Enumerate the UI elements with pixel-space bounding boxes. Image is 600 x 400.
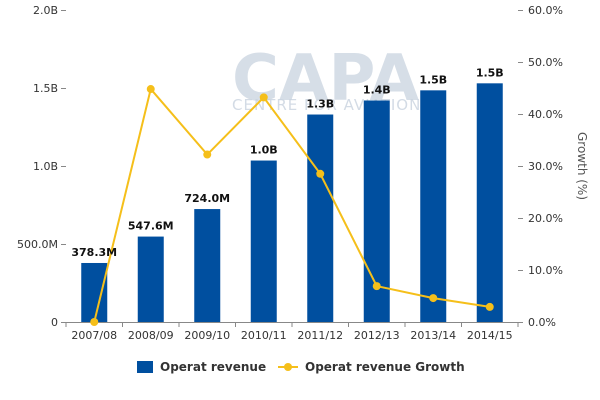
bar: [476, 83, 503, 322]
growth-point: [485, 302, 494, 311]
axes: 2007/08 2008/09 2009/10 2010/11 2011/12 2012/…: [17, 4, 563, 342]
bar-data-label: 1.4B: [363, 83, 391, 96]
bar-data-label: 724.0M: [184, 192, 230, 205]
x-tick-label: 2007/08: [71, 329, 117, 342]
legend-bar-label: Operat revenue: [160, 360, 266, 374]
right-axis-title: Growth (%): [575, 132, 589, 200]
x-tick-label: 2011/12: [297, 329, 343, 342]
y-right-tick-label: 40.0%: [528, 108, 563, 121]
bar: [137, 236, 164, 322]
bar-series: [81, 83, 503, 323]
y-left-tick-label: 2.0B: [33, 4, 58, 17]
growth-point: [203, 150, 212, 159]
y-left-tick-label: 1.5B: [33, 82, 58, 95]
x-tick-label: 2012/13: [354, 329, 400, 342]
y-left-tick-label: 1.0B: [33, 160, 58, 173]
bar-data-label: 1.0B: [250, 144, 278, 157]
x-tick-label: 2010/11: [241, 329, 287, 342]
growth-point: [316, 169, 325, 178]
bar: [307, 114, 334, 323]
y-right-tick-label: 60.0%: [528, 4, 563, 17]
growth-line: [93, 86, 490, 323]
y-right-tick-label: 0.0%: [528, 316, 556, 329]
y-left-tick-label: 500.0M: [17, 238, 58, 251]
growth-point: [372, 282, 381, 291]
legend-line-label: Operat revenue Growth: [305, 360, 465, 374]
growth-point: [429, 294, 438, 303]
y-right-tick-label: 20.0%: [528, 212, 563, 225]
y-right-tick-label: 10.0%: [528, 264, 563, 277]
bar-data-label: 1.5B: [476, 66, 504, 79]
x-tick-label: 2013/14: [410, 329, 456, 342]
bar-data-label: 547.6M: [128, 220, 174, 233]
bar-data-label: 1.3B: [306, 98, 334, 111]
line-series: [90, 85, 494, 326]
x-tick-label: 2009/10: [184, 329, 230, 342]
bar: [250, 160, 277, 322]
data-labels: 378.3M 547.6M 724.0M 1.0B 1.3B 1.4B 1.5B 1.5B: [71, 66, 503, 259]
bar-data-label: 1.5B: [419, 73, 447, 86]
legend-line-marker: [284, 363, 292, 371]
bar: [81, 262, 108, 322]
bar-data-label: 378.3M: [71, 246, 117, 259]
growth-point: [259, 93, 268, 102]
growth-point: [146, 85, 155, 94]
growth-point: [90, 318, 99, 326]
bar: [420, 90, 447, 322]
legend: Operat revenue Operat revenue Growth: [137, 360, 465, 374]
y-left-tick-label: 0: [51, 316, 58, 329]
y-right-tick-label: 30.0%: [528, 160, 563, 173]
x-tick-label: 2014/15: [467, 329, 513, 342]
bar: [194, 209, 221, 322]
legend-bar-swatch: [137, 361, 153, 373]
x-tick-label: 2008/09: [128, 329, 174, 342]
y-right-tick-label: 50.0%: [528, 56, 563, 69]
